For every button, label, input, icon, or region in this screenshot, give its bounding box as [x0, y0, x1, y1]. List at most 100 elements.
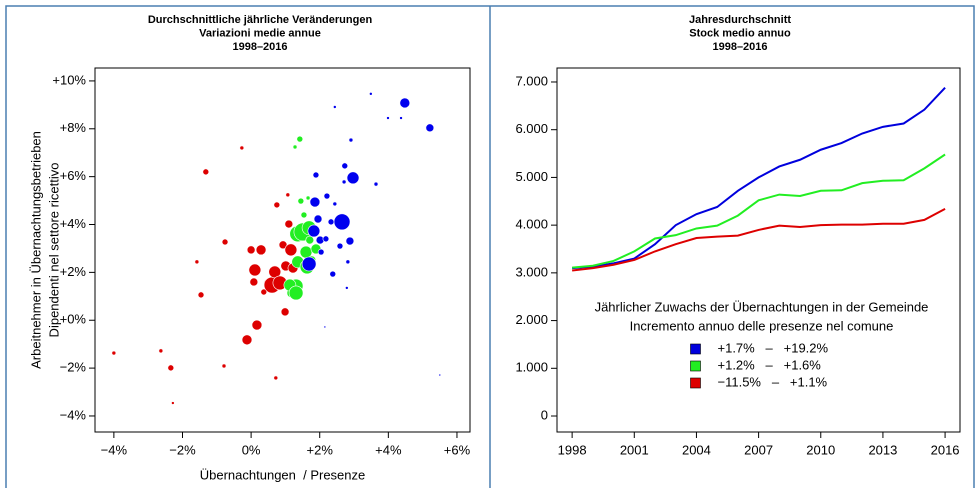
y-tick-label: 1.000 [515, 360, 548, 375]
x-axis-label: Übernachtungen / Presenze [200, 467, 366, 482]
x-tick-label: +6% [444, 442, 471, 457]
bubble [239, 145, 245, 151]
y-tick-label: +2% [60, 264, 87, 279]
bubble [251, 319, 263, 331]
chart-title: 1998–2016 [232, 41, 287, 53]
bubble [386, 116, 390, 120]
bubble [197, 291, 205, 299]
legend-label: +1.2% – +1.6% [718, 357, 822, 372]
legend-label: −11.5% – +1.1% [718, 374, 828, 389]
bubble [329, 270, 337, 278]
chart-title: Jahresdurchschnitt [689, 14, 791, 26]
bubble [284, 219, 294, 229]
y-tick-label: −2% [60, 360, 87, 375]
bubble [333, 213, 351, 231]
x-tick-label: 2013 [868, 442, 897, 457]
y-axis-label: Arbeitnehmer in Übernachtungsbetrieben [28, 131, 43, 369]
bubble [241, 334, 253, 346]
x-tick-label: −4% [101, 442, 128, 457]
chart-title: Stock medio annuo [689, 27, 791, 39]
bubble [307, 224, 321, 238]
bubble [309, 196, 321, 208]
y-tick-label: 4.000 [515, 217, 548, 232]
chart-title: Durchschnittliche jährliche Veränderunge… [148, 14, 373, 26]
bubble [255, 244, 267, 256]
bubble [438, 373, 442, 377]
y-tick-label: 2.000 [515, 312, 548, 327]
legend-swatch [690, 377, 701, 389]
y-tick-label: +6% [60, 168, 87, 183]
y-tick-label: 3.000 [515, 264, 548, 279]
bubble [221, 238, 229, 246]
bubble [346, 171, 360, 185]
bubble [278, 240, 288, 250]
bubble [167, 364, 175, 372]
bubble [273, 201, 281, 209]
bubble [297, 197, 305, 205]
y-tick-label: 5.000 [515, 169, 548, 184]
y-tick-label: 6.000 [515, 121, 548, 136]
bubble [300, 211, 308, 219]
x-tick-label: 2016 [931, 442, 960, 457]
bubble [348, 137, 354, 143]
chart-title: Variazioni medie annue [199, 27, 321, 39]
bubble [273, 375, 279, 381]
x-tick-label: 2010 [806, 442, 835, 457]
bubble [322, 235, 330, 243]
bubble [248, 263, 262, 277]
bubble [323, 325, 327, 329]
bubble [194, 259, 200, 265]
legend-swatch [690, 343, 701, 355]
bubble [221, 363, 227, 369]
bubble [345, 286, 349, 290]
bubble [288, 285, 304, 301]
x-tick-label: +4% [375, 442, 402, 457]
bubble [425, 123, 435, 133]
chart-title: 1998–2016 [712, 41, 767, 53]
x-tick-label: +2% [307, 442, 334, 457]
bubble [249, 277, 259, 287]
x-tick-label: −2% [169, 442, 196, 457]
bubble [327, 218, 335, 226]
bubble [323, 192, 331, 200]
legend-swatch [690, 360, 701, 372]
bubble [280, 307, 290, 317]
y-tick-label: +4% [60, 216, 87, 231]
x-tick-label: 2001 [620, 442, 649, 457]
bubble [369, 92, 373, 96]
y-tick-label: 7.000 [515, 73, 548, 88]
bubble [171, 401, 175, 405]
y-tick-label: 0 [541, 407, 548, 422]
x-tick-label: 0% [242, 442, 261, 457]
x-tick-label: 2007 [744, 442, 773, 457]
bubble [312, 171, 320, 179]
bubble [246, 245, 256, 255]
bubble [202, 168, 210, 176]
bubble [284, 243, 298, 257]
bubble [292, 144, 298, 150]
bubble [336, 242, 344, 250]
y-tick-label: +0% [60, 312, 87, 327]
y-tick-label: +10% [52, 72, 86, 87]
bubble [296, 135, 304, 143]
bubble [285, 192, 291, 198]
bubble [399, 97, 411, 109]
line [572, 153, 946, 269]
x-tick-label: 1998 [558, 442, 587, 457]
y-axis-label: Dipendenti nel settore ricettivo [46, 163, 61, 338]
line [572, 208, 946, 272]
line [572, 87, 946, 270]
y-tick-label: +8% [60, 120, 87, 135]
y-tick-label: −4% [60, 407, 87, 422]
legend-title: Jährlicher Zuwachs der Übernachtungen in… [595, 299, 929, 314]
legend-label: +1.7% – +19.2% [718, 340, 829, 355]
x-tick-label: 2004 [682, 442, 711, 457]
bubble [399, 116, 403, 120]
bubble [345, 236, 355, 246]
bubble [111, 350, 117, 356]
bubble [317, 248, 325, 256]
bubble [332, 201, 338, 207]
bubble [345, 259, 351, 265]
bubble [260, 288, 268, 296]
